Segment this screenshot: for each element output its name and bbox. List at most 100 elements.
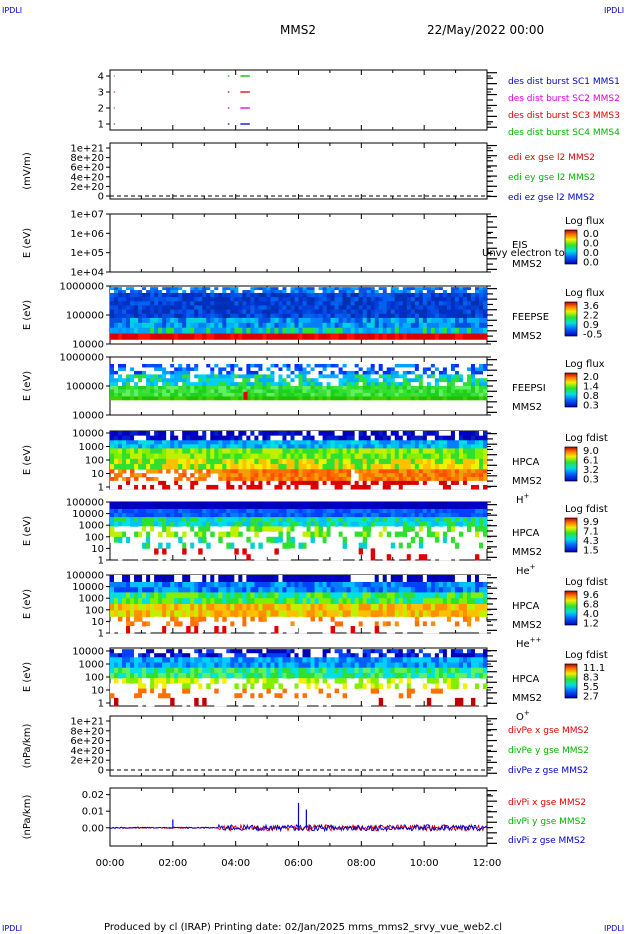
heatmap-cell (206, 575, 211, 583)
heatmap-cell (342, 531, 348, 538)
heatmap-cell (290, 322, 295, 329)
heatmap-cell (142, 431, 147, 437)
heatmap-cell (482, 536, 488, 543)
heatmap-cell (302, 297, 307, 302)
heatmap-cell (454, 431, 460, 437)
heatmap-cell (222, 587, 227, 593)
heatmap-cell (230, 464, 235, 470)
heatmap-cell (314, 513, 319, 518)
heatmap-cell (258, 374, 263, 379)
heatmap-cell (434, 305, 440, 310)
heatmap-cell (358, 473, 364, 478)
heatmap-cell (222, 301, 227, 306)
panel-frame (109, 213, 488, 273)
heatmap-cell (138, 575, 143, 583)
heatmap-cell (230, 526, 235, 532)
heatmap-cell (134, 587, 139, 593)
heatmap-cell (338, 473, 344, 478)
heatmap-cell (442, 531, 448, 538)
heatmap-cell (430, 367, 436, 372)
heatmap-cell (374, 469, 380, 474)
heatmap-cell (254, 581, 259, 588)
heatmap-cell (170, 548, 175, 555)
heatmap-cell (426, 440, 432, 445)
heatmap-cell (110, 309, 115, 315)
heatmap-cell (406, 431, 412, 437)
heatmap-cell (394, 581, 400, 588)
heatmap-cell (378, 517, 384, 523)
colorbar-tick-label: 0.0 (583, 248, 599, 259)
heatmap-cell (158, 317, 163, 324)
heatmap-cell (278, 386, 283, 390)
heatmap-cell (190, 440, 195, 445)
heatmap-cell (290, 313, 295, 319)
heatmap-cell (342, 473, 348, 478)
heatmap-cell (270, 513, 275, 518)
heatmap-cell (210, 363, 215, 368)
heatmap-cell (138, 389, 143, 394)
heatmap-cell (190, 382, 195, 387)
heatmap-cell (282, 521, 287, 527)
heatmap-cell (354, 521, 360, 527)
heatmap-cell (194, 508, 199, 514)
heatmap-cell (142, 327, 147, 334)
heatmap-cell (362, 531, 368, 538)
heatmap-cell (466, 301, 472, 306)
heatmap-cell (190, 598, 195, 605)
heatmap-cell (218, 382, 223, 387)
heatmap-cell (370, 554, 376, 561)
heatmap-cell (266, 508, 271, 514)
heatmap-cell (178, 333, 183, 340)
heatmap-cell (278, 317, 283, 324)
heatmap-cell (182, 389, 187, 394)
heatmap-cell (170, 480, 175, 486)
heatmap-cell (402, 389, 408, 394)
heatmap-cell (410, 448, 416, 455)
heatmap-cell (202, 378, 207, 383)
heatmap-cell (402, 508, 408, 514)
heatmap-cell (198, 431, 203, 437)
heatmap-cell (178, 448, 183, 455)
heatmap-cell (314, 389, 319, 394)
heatmap-cell (454, 435, 460, 441)
heatmap-cell (442, 502, 448, 510)
heatmap-cell (378, 333, 384, 340)
heatmap-cell (434, 301, 440, 306)
heatmap-cell (474, 386, 480, 390)
heatmap-cell (254, 477, 259, 482)
heatmap-cell (418, 517, 424, 523)
heatmap-cell (338, 378, 344, 383)
heatmap-cell (206, 367, 211, 372)
heatmap-cell (146, 508, 151, 514)
heatmap-cell (374, 453, 380, 460)
heatmap-cell (458, 333, 464, 340)
heatmap-cell (390, 480, 396, 486)
heatmap-cell (430, 575, 436, 583)
heatmap-cell (198, 435, 203, 441)
heatmap-cell (134, 448, 139, 455)
heatmap-cell (230, 301, 235, 306)
heatmap-cell (482, 396, 488, 401)
heatmap-cell (306, 548, 311, 555)
heatmap-cell (202, 386, 207, 390)
heatmap-cell (114, 382, 119, 387)
heatmap-cell (286, 363, 291, 368)
heatmap-cell (214, 374, 219, 379)
heatmap-cell (370, 389, 376, 394)
heatmap-cell (218, 548, 223, 555)
heatmap-cell (166, 453, 171, 460)
heatmap-cell (234, 480, 239, 486)
colorbar-tick-label: 7.1 (583, 527, 599, 538)
heatmap-cell (250, 575, 255, 583)
heatmap-cell (182, 367, 187, 372)
heatmap-cell (110, 604, 115, 611)
heatmap-cell (354, 598, 360, 605)
heatmap-cell (146, 542, 151, 549)
heatmap-cell (270, 367, 275, 372)
heatmap-cell (398, 297, 404, 302)
heatmap-cell (154, 378, 159, 383)
heatmap-cell (114, 435, 119, 441)
heatmap-cell (130, 575, 135, 583)
heatmap-cell (218, 309, 223, 315)
heatmap-cell (318, 386, 323, 390)
